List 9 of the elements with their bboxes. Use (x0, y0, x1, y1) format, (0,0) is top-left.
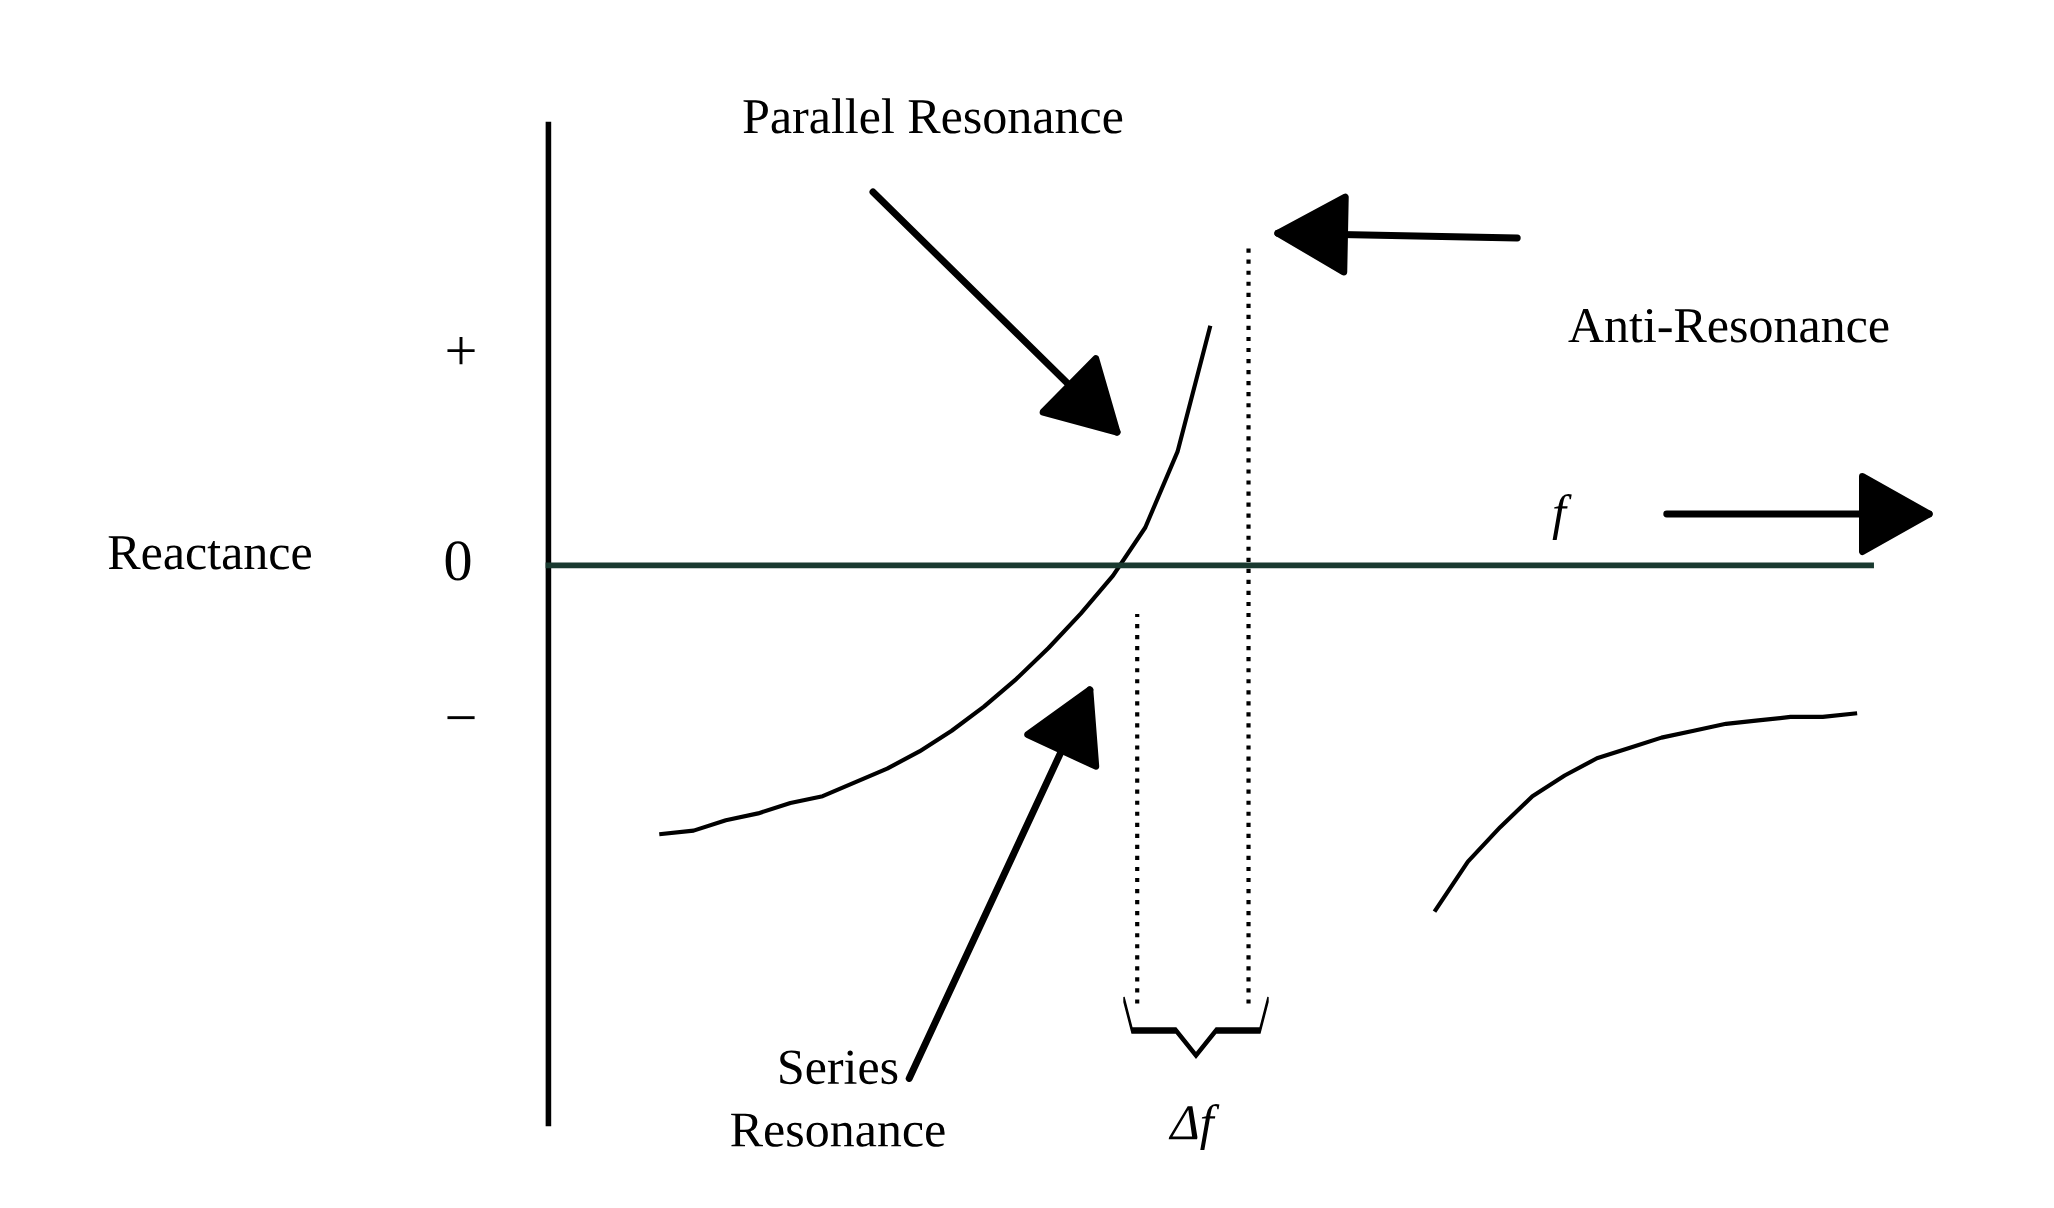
text: Series Resonance (731, 1050, 945, 1147)
text: Parallel Resonance (743, 98, 1123, 134)
text: 0 (445, 541, 471, 581)
text: Δf (1168, 1104, 1220, 1150)
text: − (447, 716, 475, 720)
text: Reactance (108, 536, 311, 570)
annotation: f (1552, 494, 1572, 540)
text: + (447, 337, 475, 365)
annotation: Anti-Resonance (1568, 308, 1889, 343)
